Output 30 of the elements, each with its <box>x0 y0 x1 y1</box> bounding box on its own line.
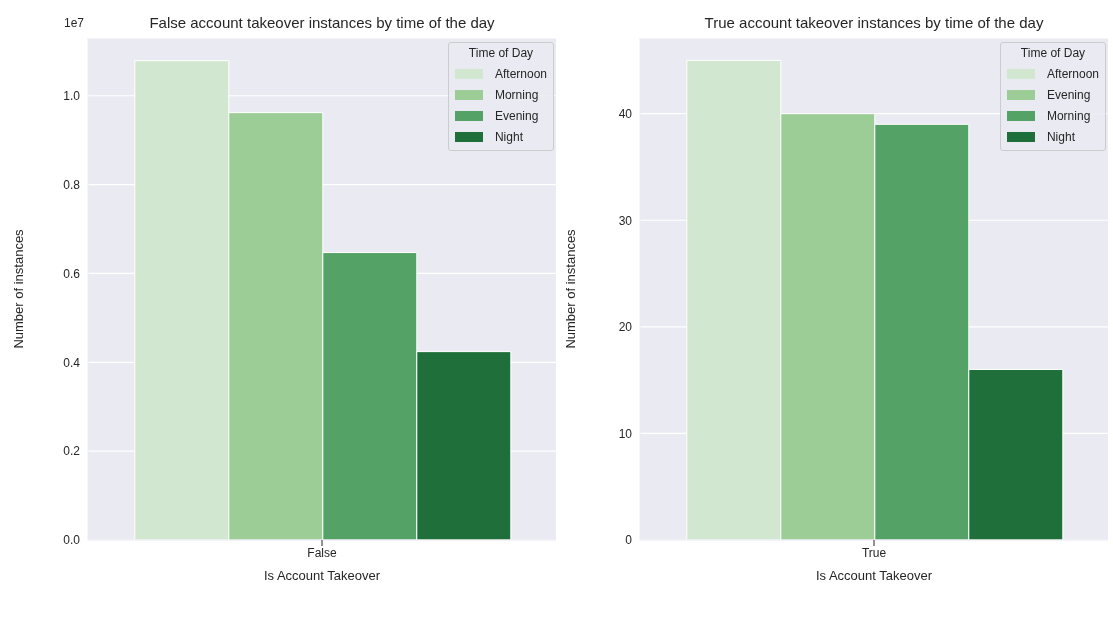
y-tick-label: 0.0 <box>63 533 81 548</box>
y-tick-label: 40 <box>618 106 633 121</box>
legend-title: Time of Day <box>1019 46 1087 60</box>
y-axis-title: Number of instances <box>10 228 26 349</box>
x-tick-label: False <box>307 545 337 560</box>
text: 1e7 <box>64 16 85 30</box>
y-tick-label: 0.6 <box>63 266 81 281</box>
y-tick-label: 0.2 <box>63 444 81 459</box>
y-axis-title: Number of instances <box>562 228 578 349</box>
y-tick-label: 0.4 <box>63 355 81 370</box>
y-tick-label: 30 <box>618 213 633 228</box>
legend-label: Morning <box>494 87 539 102</box>
chart-title: True account takeover instances by time of the day <box>703 14 1045 31</box>
x-axis-title: Is Account Takeover <box>815 568 933 583</box>
y-tick-label: 0 <box>625 533 633 548</box>
x-tick-label: True <box>861 545 887 560</box>
x-axis-title: Is Account Takeover <box>263 568 381 583</box>
legend-title: Time of Day <box>467 46 535 60</box>
y-tick-label: 10 <box>618 426 633 441</box>
legend-label: Evening <box>494 108 539 123</box>
legend-label: Evening <box>1046 87 1091 102</box>
legend-label: Morning <box>1046 108 1091 123</box>
legend-label: Night <box>1046 129 1075 144</box>
y-tick-label: 0.8 <box>63 177 81 192</box>
chart-title: False account takeover instances by time of the day <box>148 14 496 31</box>
legend-label: Afternoon <box>1046 66 1099 81</box>
legend-label: Afternoon <box>494 66 547 81</box>
y-tick-label: 1.0 <box>63 89 81 104</box>
legend-label: Night <box>494 129 523 144</box>
y-tick-label: 20 <box>618 320 633 335</box>
